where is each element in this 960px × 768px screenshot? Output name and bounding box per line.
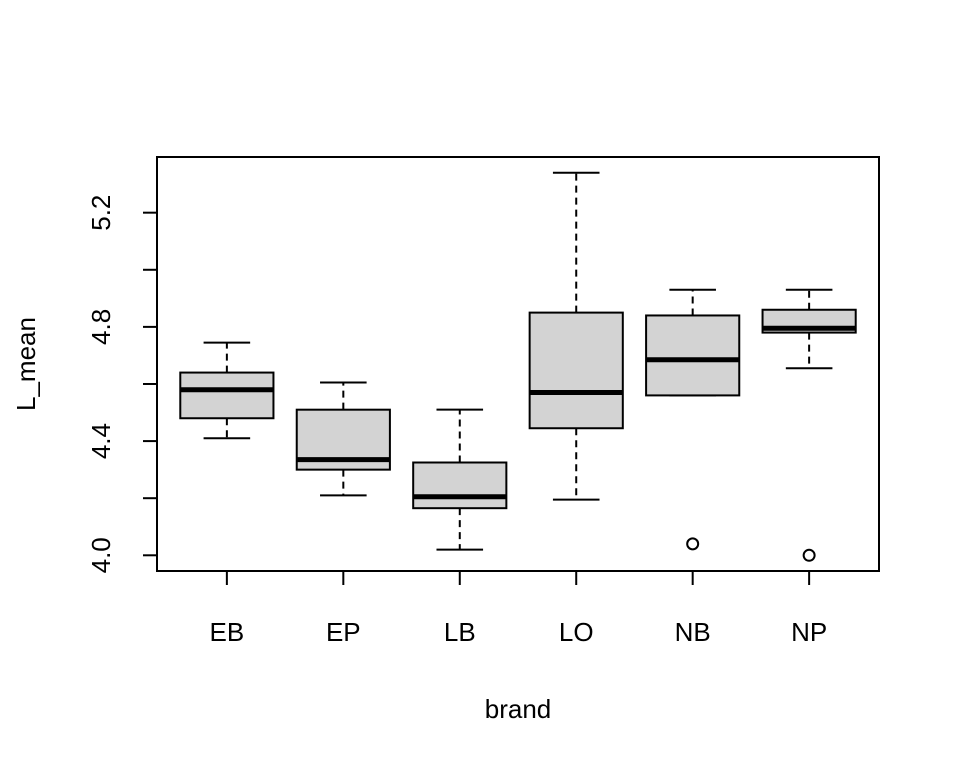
- box-group-lo: [528, 171, 624, 501]
- plot-frame: [156, 156, 880, 572]
- x-axis-label: brand: [485, 694, 552, 724]
- outlier-point: [802, 548, 816, 562]
- x-tick-label-nb: NB: [675, 617, 711, 647]
- y-tick-label: 5.2: [86, 195, 116, 231]
- outlier-point: [686, 537, 700, 551]
- y-tick-label: 4.0: [86, 537, 116, 573]
- x-tick-label-lo: LO: [559, 617, 594, 647]
- box-iqr: [645, 314, 741, 397]
- x-axis: EB EP LB LO NB NP: [210, 571, 827, 647]
- box-group-eb: [179, 341, 275, 440]
- x-tick-label-ep: EP: [326, 617, 361, 647]
- x-tick-label-eb: EB: [210, 617, 245, 647]
- box-group-ep: [295, 381, 391, 497]
- x-tick-label-np: NP: [791, 617, 827, 647]
- box-group-lb: [412, 408, 508, 551]
- y-axis: 4.0 4.4 4.8 5.2: [86, 195, 157, 573]
- boxes-layer: [179, 171, 857, 562]
- x-tick-label-lb: LB: [444, 617, 476, 647]
- y-tick-label: 4.8: [86, 309, 116, 345]
- box-iqr: [179, 371, 275, 420]
- box-iqr: [412, 461, 508, 510]
- y-axis-label: L_mean: [11, 317, 41, 411]
- box-iqr: [528, 311, 624, 430]
- box-group-np: [761, 288, 857, 562]
- y-tick-label: 4.4: [86, 423, 116, 459]
- box-group-nb: [645, 288, 741, 551]
